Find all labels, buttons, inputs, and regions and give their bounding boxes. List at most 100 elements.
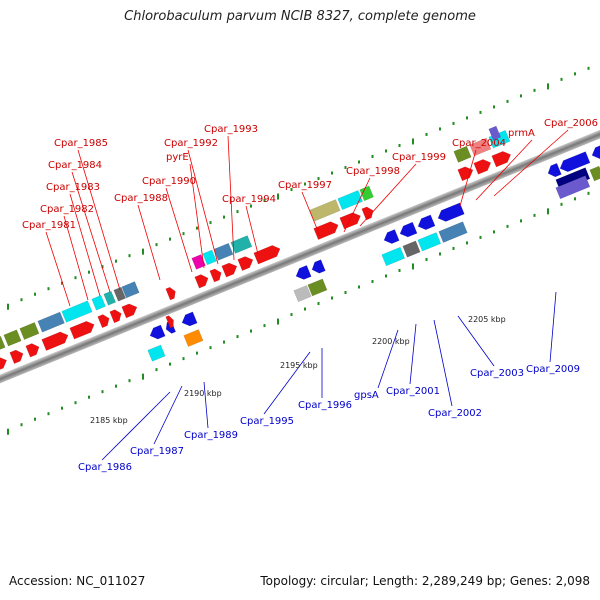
gene-arrow-reverse [149, 324, 166, 340]
gene-label-bottom: Cpar_2001 [386, 386, 440, 397]
gene-arrow-forward [165, 315, 174, 329]
label-leader-line [433, 319, 453, 407]
gene-box [589, 165, 600, 182]
gene-label-top: Cpar_1993 [204, 124, 258, 135]
gene-box [438, 221, 468, 243]
label-leader-line [189, 163, 205, 269]
gene-label-top: Cpar_1997 [278, 180, 332, 191]
gene-label-top: Cpar_1988 [114, 193, 168, 204]
gene-label-top: Cpar_2006 [544, 118, 598, 129]
gene-box [337, 190, 363, 211]
label-leader-line [457, 315, 495, 367]
gene-label-bottom: Cpar_1987 [130, 446, 184, 457]
gene-label-top: Cpar_1998 [346, 166, 400, 177]
gene-arrow-reverse [547, 162, 562, 178]
gene-arrow-reverse [181, 311, 198, 327]
label-leader-line [409, 323, 417, 385]
gene-box [293, 285, 312, 303]
scale-label: 2190 kbp [184, 389, 222, 398]
gene-label-bottom: Cpar_2003 [470, 368, 524, 379]
gene-arrow-forward [9, 349, 24, 364]
gene-box [488, 129, 511, 149]
gene-label-top: Cpar_1984 [48, 160, 102, 171]
gene-arrow-reverse [417, 214, 436, 230]
genome-axis-band [0, 110, 600, 406]
gene-arrow-forward [121, 303, 138, 319]
scale-label: 2185 kbp [90, 416, 128, 425]
gene-arrow-forward [97, 314, 110, 329]
gene-box [183, 329, 204, 347]
label-leader-line [137, 204, 161, 281]
gene-box [402, 240, 421, 258]
label-leader-line [549, 291, 557, 363]
gene-box [147, 344, 166, 362]
gene-box [3, 329, 22, 347]
label-leader-line [301, 191, 321, 237]
gene-label-top: pyrE [166, 152, 189, 163]
gene-box [0, 335, 6, 353]
gene-box [213, 242, 234, 261]
label-leader-line [71, 171, 111, 293]
gene-box [381, 246, 406, 267]
gene-arrow-reverse [295, 265, 312, 280]
label-leader-line [45, 231, 71, 307]
label-leader-line [459, 149, 477, 207]
gene-arrow-reverse [399, 221, 418, 238]
label-leader-line [493, 129, 569, 197]
gene-label-top: Cpar_1982 [40, 204, 94, 215]
gene-box [202, 249, 217, 266]
gene-label-top: Cpar_1983 [46, 182, 100, 193]
gene-label-top: Cpar_1992 [164, 138, 218, 149]
label-leader-line [77, 149, 121, 291]
label-leader-line [153, 385, 183, 445]
tick-marks [7, 66, 590, 435]
gene-label-top: Cpar_1990 [142, 176, 196, 187]
gene-box [453, 145, 472, 163]
label-leader-line [187, 149, 219, 265]
genome-axis [0, 110, 600, 406]
genome-title: Chlorobaculum parvum NCIB 8327, complete… [124, 9, 476, 24]
gene-arrow-forward [457, 166, 474, 182]
gene-arrow-forward [473, 159, 492, 175]
gene-arrow-forward [209, 268, 222, 283]
label-leader-lines [45, 129, 569, 461]
label-leader-line [101, 391, 171, 461]
gene-box [359, 185, 374, 202]
gene-box [103, 290, 116, 306]
label-leader-line [359, 163, 417, 227]
gene-label-top: prmA [508, 128, 535, 139]
gene-box [555, 175, 591, 200]
gene-label-top: Cpar_1981 [22, 220, 76, 231]
gene-arrow-forward [0, 356, 7, 373]
accession-text: Accession: NC_011027 [9, 574, 146, 588]
gene-label-bottom: Cpar_1989 [184, 430, 238, 441]
gene-arrow-forward [165, 286, 176, 301]
scale-label: 2195 kbp [280, 361, 318, 370]
gene-label-bottom: Cpar_2009 [526, 364, 580, 375]
scale-label: 2205 kbp [468, 315, 506, 324]
gene-box [121, 281, 140, 299]
label-leader-line [227, 135, 235, 261]
gene-arrow-reverse [559, 151, 591, 173]
gene-arrow-forward [109, 309, 122, 324]
gene-box [113, 286, 126, 302]
gene-arrow-forward [237, 256, 254, 271]
gene-arrow-forward [41, 331, 69, 351]
label-leader-line [245, 205, 259, 255]
gene-box [37, 311, 65, 333]
gene-label-top: Cpar_1994 [222, 194, 276, 205]
label-leader-line [263, 351, 311, 415]
gene-arrow-reverse [591, 144, 600, 159]
scale-labels: 2185 kbp 2190 kbp 2195 kbp 2200 kbp 2205 kbp [90, 315, 506, 425]
gene-box [488, 125, 501, 141]
genome-summary-text: Topology: circular; Length: 2,289,249 bp… [260, 574, 590, 588]
gene-arrow-forward [69, 320, 95, 340]
gene-label-bottom: Cpar_1986 [78, 462, 132, 473]
gene-arrow-forward [339, 212, 361, 230]
gene-box [309, 199, 341, 222]
gene-label-top: Cpar_2004 [452, 138, 506, 149]
gene-box [19, 322, 40, 340]
label-leader-line [377, 329, 399, 389]
gene-arrow-forward [253, 245, 281, 265]
